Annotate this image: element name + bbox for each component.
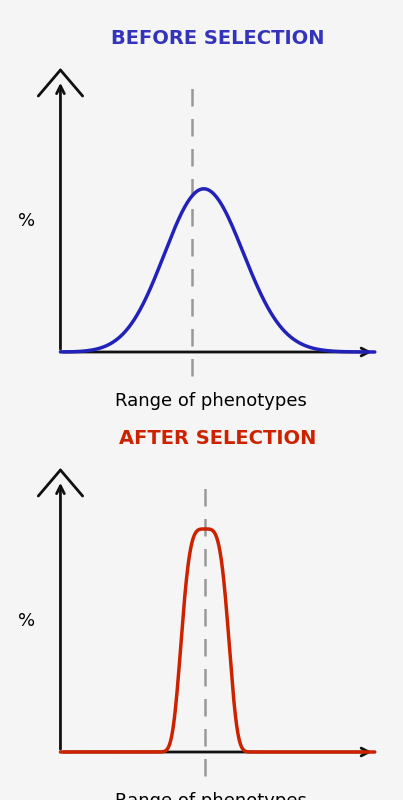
Text: %: % [18, 613, 35, 630]
Text: AFTER SELECTION: AFTER SELECTION [119, 429, 316, 448]
Text: BEFORE SELECTION: BEFORE SELECTION [111, 29, 324, 48]
Text: Range of phenotypes: Range of phenotypes [115, 792, 307, 800]
Text: Range of phenotypes: Range of phenotypes [115, 392, 307, 410]
Text: %: % [18, 213, 35, 230]
